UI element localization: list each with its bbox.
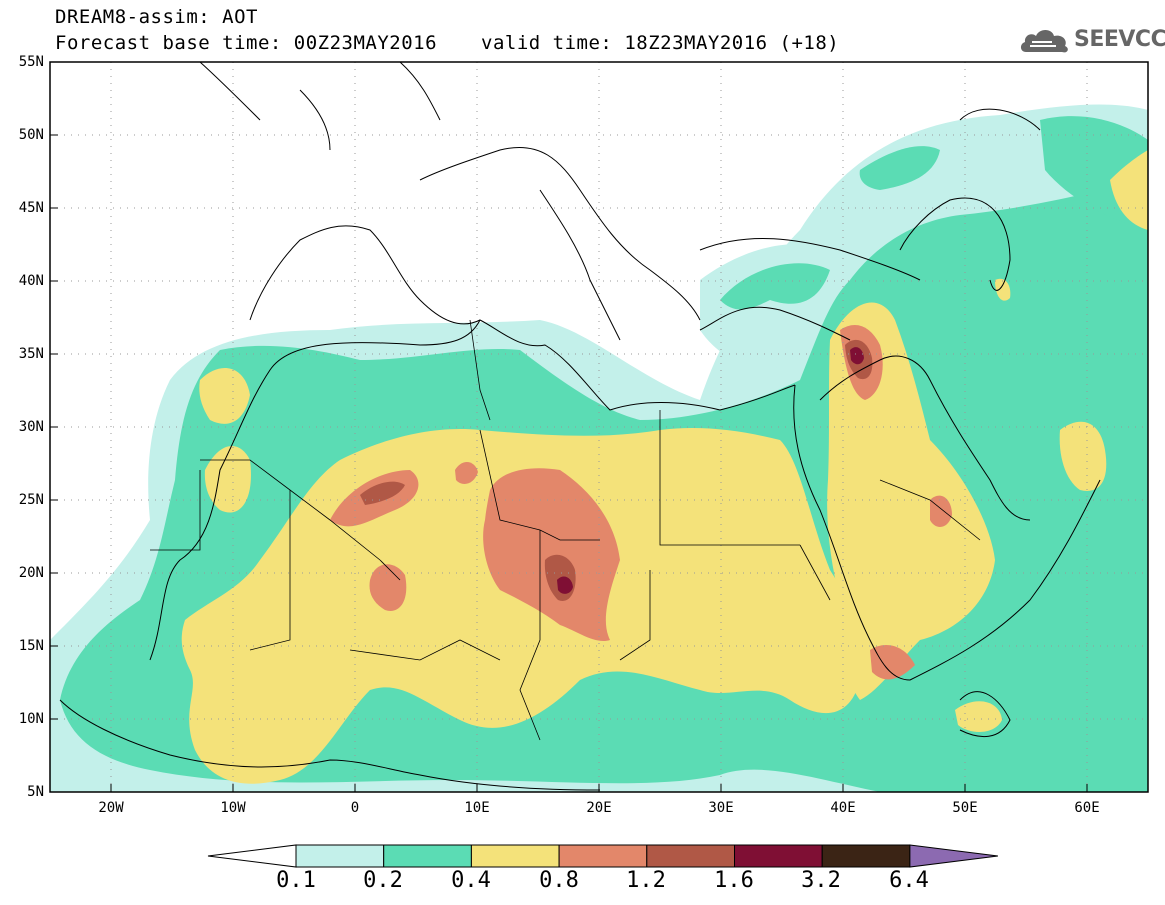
lat-label: 45N	[18, 200, 44, 216]
lon-label: 60E	[1074, 800, 1100, 816]
colorbar-bin	[383, 844, 472, 868]
colorbar-label: 0.8	[539, 868, 579, 893]
colorbar-label: 0.4	[451, 868, 491, 893]
colorbar-label: 6.4	[889, 868, 929, 893]
borders	[150, 319, 981, 741]
lon-label: 40E	[830, 800, 856, 816]
lat-label: 10N	[18, 711, 44, 727]
base-time: Forecast base time: 00Z23MAY2016	[55, 32, 438, 54]
lat-label: 30N	[18, 419, 44, 435]
lon-label: 20W	[98, 800, 124, 816]
lat-label: 20N	[18, 565, 44, 581]
colorbar-label: 1.6	[714, 868, 754, 893]
valid-time: valid time: 18Z23MAY2016 (+18)	[481, 32, 840, 54]
colorbar-label: 0.2	[363, 868, 403, 893]
lon-label: 30E	[708, 800, 734, 816]
graticule	[50, 62, 1148, 792]
lon-label: 20E	[586, 800, 612, 816]
colorbar-bin	[558, 844, 648, 868]
colorbar-upper-extension	[909, 844, 998, 868]
colorbar-bin	[646, 844, 735, 868]
colorbar-bin	[821, 844, 911, 868]
time-info: Forecast base time: 00Z23MAY2016 valid ti…	[55, 32, 839, 54]
logo-text: SEEVCCC	[1074, 27, 1165, 52]
cloud-icon	[1020, 30, 1068, 53]
lat-label: 55N	[18, 54, 44, 70]
colorbar-bin	[470, 844, 560, 868]
lon-label: 10E	[464, 800, 490, 816]
lat-label: 5N	[27, 784, 44, 800]
colorbar-lower-extension	[207, 844, 297, 868]
lat-label: 15N	[18, 638, 44, 654]
lon-label: 10W	[220, 800, 246, 816]
lat-label: 40N	[18, 273, 44, 289]
lat-label: 50N	[18, 127, 44, 143]
aot-level-1.6	[557, 347, 864, 594]
coastlines	[59, 62, 1101, 791]
colorbar-bin	[734, 844, 823, 868]
colorbar-label: 1.2	[626, 868, 666, 893]
lon-label: 50E	[952, 800, 978, 816]
axis-ticks	[50, 61, 1088, 793]
lat-label: 35N	[18, 346, 44, 362]
lat-label: 25N	[18, 492, 44, 508]
seevccc-logo: SEEVCCC	[1018, 24, 1165, 56]
lon-label: 0	[350, 800, 360, 816]
colorbar-label: 0.1	[276, 868, 316, 893]
aot-field	[50, 104, 1148, 792]
map-title: DREAM8-assim: AOT	[55, 6, 258, 28]
colorbar-label: 3.2	[801, 868, 841, 893]
colorbar-bin	[295, 844, 385, 868]
